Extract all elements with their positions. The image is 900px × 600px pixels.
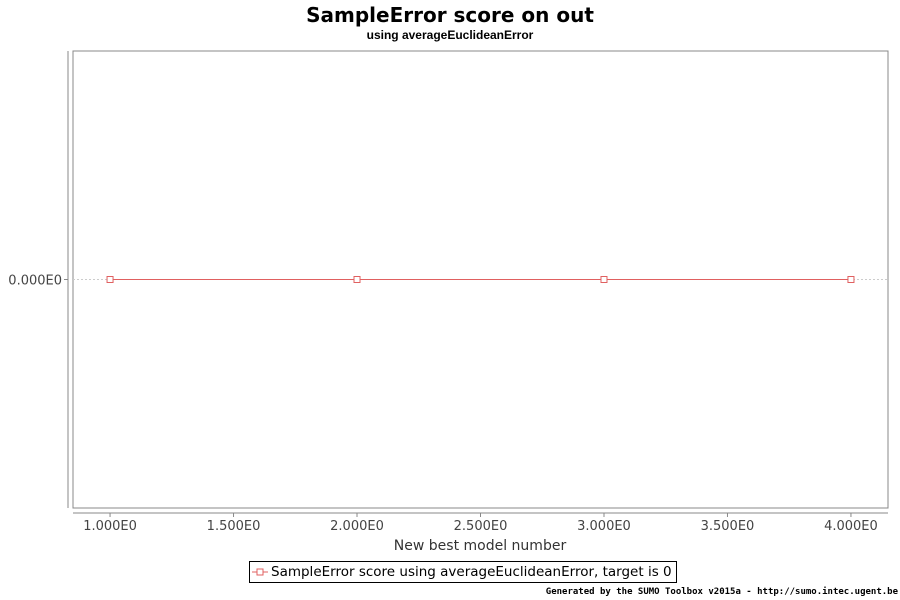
- x-tick-label: 2.500E0: [454, 519, 508, 534]
- x-tick-label: 1.500E0: [207, 519, 261, 534]
- y-tick-label: 0.000E0: [8, 274, 62, 289]
- chart-title: SampleError score on out: [306, 3, 594, 27]
- legend-label: SampleError score using averageEuclidean…: [271, 564, 672, 580]
- data-point-marker: [106, 276, 114, 283]
- x-axis-label: New best model number: [394, 538, 567, 554]
- data-point-marker: [847, 276, 855, 283]
- data-point-marker: [353, 276, 361, 283]
- legend: SampleError score using averageEuclidean…: [249, 561, 677, 583]
- footer-credit: Generated by the SUMO Toolbox v2015a - h…: [545, 587, 898, 597]
- x-tick-label: 2.000E0: [330, 519, 384, 534]
- x-tick-label: 4.000E0: [824, 519, 878, 534]
- x-tick-label: 1.000E0: [83, 519, 137, 534]
- chart-subtitle: using averageEuclideanError: [366, 28, 534, 42]
- axis-ticks: 0.000E0 1.000E0 1.500E0 2.000E0 2.500E0 3.000…: [8, 274, 878, 535]
- legend-line-marker-icon: [252, 568, 268, 576]
- x-tick-label: 3.000E0: [577, 519, 631, 534]
- x-tick-label: 3.500E0: [701, 519, 755, 534]
- series-layer: [106, 276, 855, 283]
- data-point-marker: [600, 276, 608, 283]
